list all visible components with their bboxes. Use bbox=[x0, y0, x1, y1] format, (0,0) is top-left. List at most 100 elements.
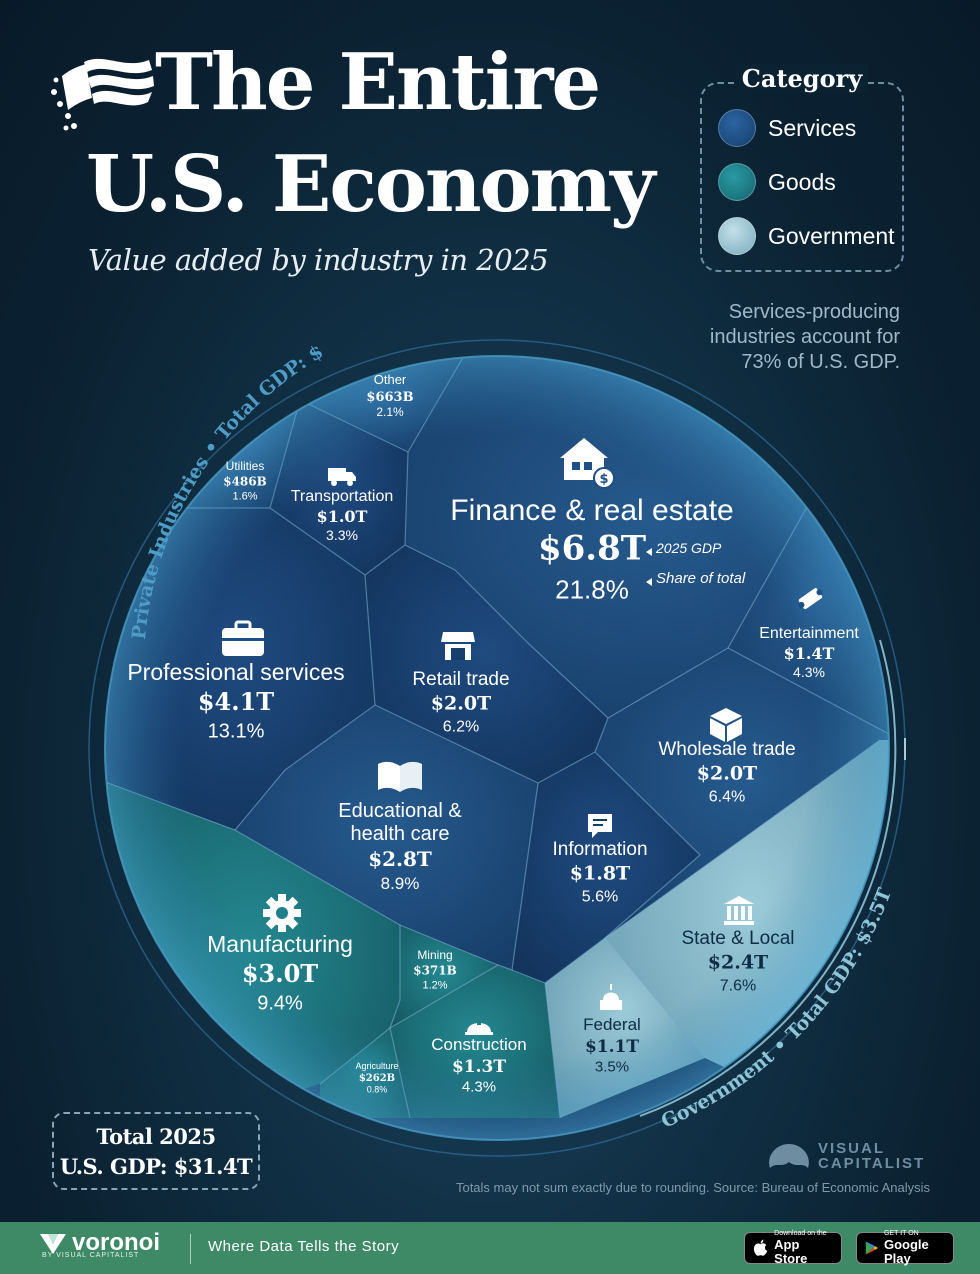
note-line: Services-producing bbox=[728, 301, 900, 323]
cell-labels: Finance & real estate$6.8T 21.8% Professio… bbox=[127, 372, 859, 1096]
cell-label-retail: Retail trade bbox=[412, 669, 509, 690]
cell-label-mining: Mining bbox=[417, 948, 452, 962]
cell-label-other: Other bbox=[374, 372, 407, 387]
page-subtitle: Value added by industry in 2025 bbox=[88, 243, 549, 277]
cell-label-agriculture: Agriculture bbox=[355, 1061, 398, 1071]
cell-label-finance: Finance & real estate bbox=[450, 494, 734, 527]
cell-label-utilities: Utilities bbox=[226, 459, 265, 473]
page-title-line1: The Entire bbox=[155, 37, 601, 128]
cell-value-manufacturing: $3.0T bbox=[242, 959, 318, 988]
total-gdp-box: Total 2025 U.S. GDP: $31.4T bbox=[52, 1112, 260, 1190]
cell-share-utilities: 1.6% bbox=[232, 490, 257, 502]
house-dollar-icon: $ bbox=[560, 438, 615, 489]
visual-capitalist-logo: VISUAL CAPITALIST bbox=[766, 1138, 925, 1174]
cell-share-agriculture: 0.8% bbox=[367, 1084, 388, 1094]
total-line2: U.S. GDP: $31.4T bbox=[59, 1154, 253, 1179]
cell-share-wholesale: 6.4% bbox=[709, 789, 745, 806]
footer-bar: voronoi BY VISUAL CAPITALIST Where Data … bbox=[0, 1222, 980, 1274]
legend-swatch-government bbox=[718, 217, 756, 255]
legend-item-goods: Goods bbox=[718, 162, 836, 202]
category-legend: Category Services Goods Government bbox=[700, 64, 904, 272]
google-play-badge[interactable]: GET IT ON Google Play bbox=[856, 1230, 954, 1266]
vc-logo-icon bbox=[769, 1144, 809, 1168]
footer-tagline: Where Data Tells the Story bbox=[208, 1238, 400, 1255]
truck-icon bbox=[328, 468, 356, 486]
cell-share-other: 2.1% bbox=[376, 405, 404, 419]
gdp-pointer-arrow bbox=[646, 548, 652, 556]
us-flag-icon bbox=[51, 58, 154, 131]
chat-icon bbox=[588, 814, 612, 838]
services-note: Services-producing industries account fo… bbox=[660, 300, 900, 375]
cell-share-construction: 4.3% bbox=[462, 1079, 496, 1096]
gear-icon bbox=[263, 894, 301, 932]
glow-overlay bbox=[105, 356, 889, 1140]
cell-share-entertainment: 4.3% bbox=[793, 664, 825, 680]
cell-share-statelocal: 7.6% bbox=[720, 978, 756, 995]
gdp-pointer-label: 2025 GDP bbox=[655, 540, 722, 556]
cell-share-mining: 1.2% bbox=[422, 979, 447, 991]
cell-label-education: Educational & bbox=[338, 800, 462, 822]
footer-divider bbox=[190, 1234, 191, 1264]
page-title-line2: U.S. Economy bbox=[86, 139, 655, 230]
cell-label-professional: Professional services bbox=[127, 659, 344, 685]
voronoi-logo-icon bbox=[40, 1234, 66, 1254]
book-icon bbox=[378, 761, 422, 792]
legend-label: Goods bbox=[768, 168, 836, 195]
legend-label: Services bbox=[768, 114, 857, 141]
cell-value-finance: $6.8T bbox=[538, 529, 646, 569]
cell-share-transportation: 3.3% bbox=[326, 527, 358, 543]
note-line: 73% of U.S. GDP. bbox=[741, 351, 900, 373]
note-line: industries account for bbox=[709, 326, 900, 348]
cell-value-education: $2.8T bbox=[368, 847, 432, 871]
cell-label-entertainment: Entertainment bbox=[759, 625, 859, 642]
cell-value-statelocal: $2.4T bbox=[708, 952, 768, 974]
svg-text:$: $ bbox=[599, 472, 608, 487]
app-store-small: Download on the bbox=[774, 1230, 827, 1237]
cell-value-retail: $2.0T bbox=[431, 693, 491, 715]
app-store-badge[interactable]: Download on the App Store bbox=[744, 1230, 842, 1266]
cell-value-transportation: $1.0T bbox=[317, 507, 368, 526]
cell-share-education: 8.9% bbox=[381, 874, 420, 893]
cell-value-professional: $4.1T bbox=[198, 687, 274, 716]
cell-share-professional: 13.1% bbox=[208, 721, 265, 743]
cell-label-manufacturing: Manufacturing bbox=[207, 931, 353, 957]
source-note: Totals may not sum exactly due to roundi… bbox=[455, 1180, 930, 1195]
vc-line1: VISUAL bbox=[818, 1140, 886, 1157]
cell-value-information: $1.8T bbox=[570, 863, 630, 885]
google-play-icon bbox=[865, 1241, 878, 1255]
store-icon bbox=[441, 632, 475, 660]
cell-label-wholesale: Wholesale trade bbox=[658, 739, 795, 760]
google-small: GET IT ON bbox=[883, 1230, 919, 1237]
cell-label-education: health care bbox=[351, 823, 450, 845]
cell-label-construction: Construction bbox=[431, 1035, 526, 1054]
capitol-icon bbox=[600, 984, 622, 1010]
ticket-icon bbox=[798, 588, 823, 610]
cell-value-construction: $1.3T bbox=[452, 1057, 506, 1077]
cell-value-wholesale: $2.0T bbox=[697, 763, 757, 785]
legend-swatch-goods bbox=[718, 163, 756, 201]
cell-value-agriculture: $262B bbox=[359, 1073, 395, 1084]
gov-arc-line bbox=[639, 639, 897, 1117]
cell-value-other: $663B bbox=[366, 390, 413, 405]
share-pointer-label: Share of total bbox=[656, 570, 746, 587]
cell-label-transportation: Transportation bbox=[291, 488, 394, 505]
briefcase-icon bbox=[222, 620, 264, 656]
cell-label-statelocal: State & Local bbox=[681, 928, 794, 949]
legend-item-services: Services bbox=[718, 108, 856, 148]
cell-share-manufacturing: 9.4% bbox=[257, 993, 303, 1015]
voronoi-brand: voronoi bbox=[72, 1229, 160, 1256]
cell-share-retail: 6.2% bbox=[443, 719, 479, 736]
apple-icon bbox=[753, 1239, 768, 1256]
share-pointer-arrow bbox=[646, 578, 652, 586]
cell-share-finance: 21.8% bbox=[555, 575, 629, 605]
cell-share-information: 5.6% bbox=[582, 889, 618, 906]
vc-line2: CAPITALIST bbox=[818, 1155, 926, 1172]
google-big: Google Play bbox=[883, 1237, 929, 1266]
legend-title: Category bbox=[735, 64, 869, 93]
voronoi-logo[interactable]: voronoi bbox=[38, 1230, 160, 1256]
legend-swatch-services bbox=[718, 109, 756, 147]
building-columns-icon bbox=[724, 896, 754, 925]
cell-value-mining: $371B bbox=[413, 964, 457, 978]
cell-value-federal: $1.1T bbox=[585, 1037, 639, 1057]
